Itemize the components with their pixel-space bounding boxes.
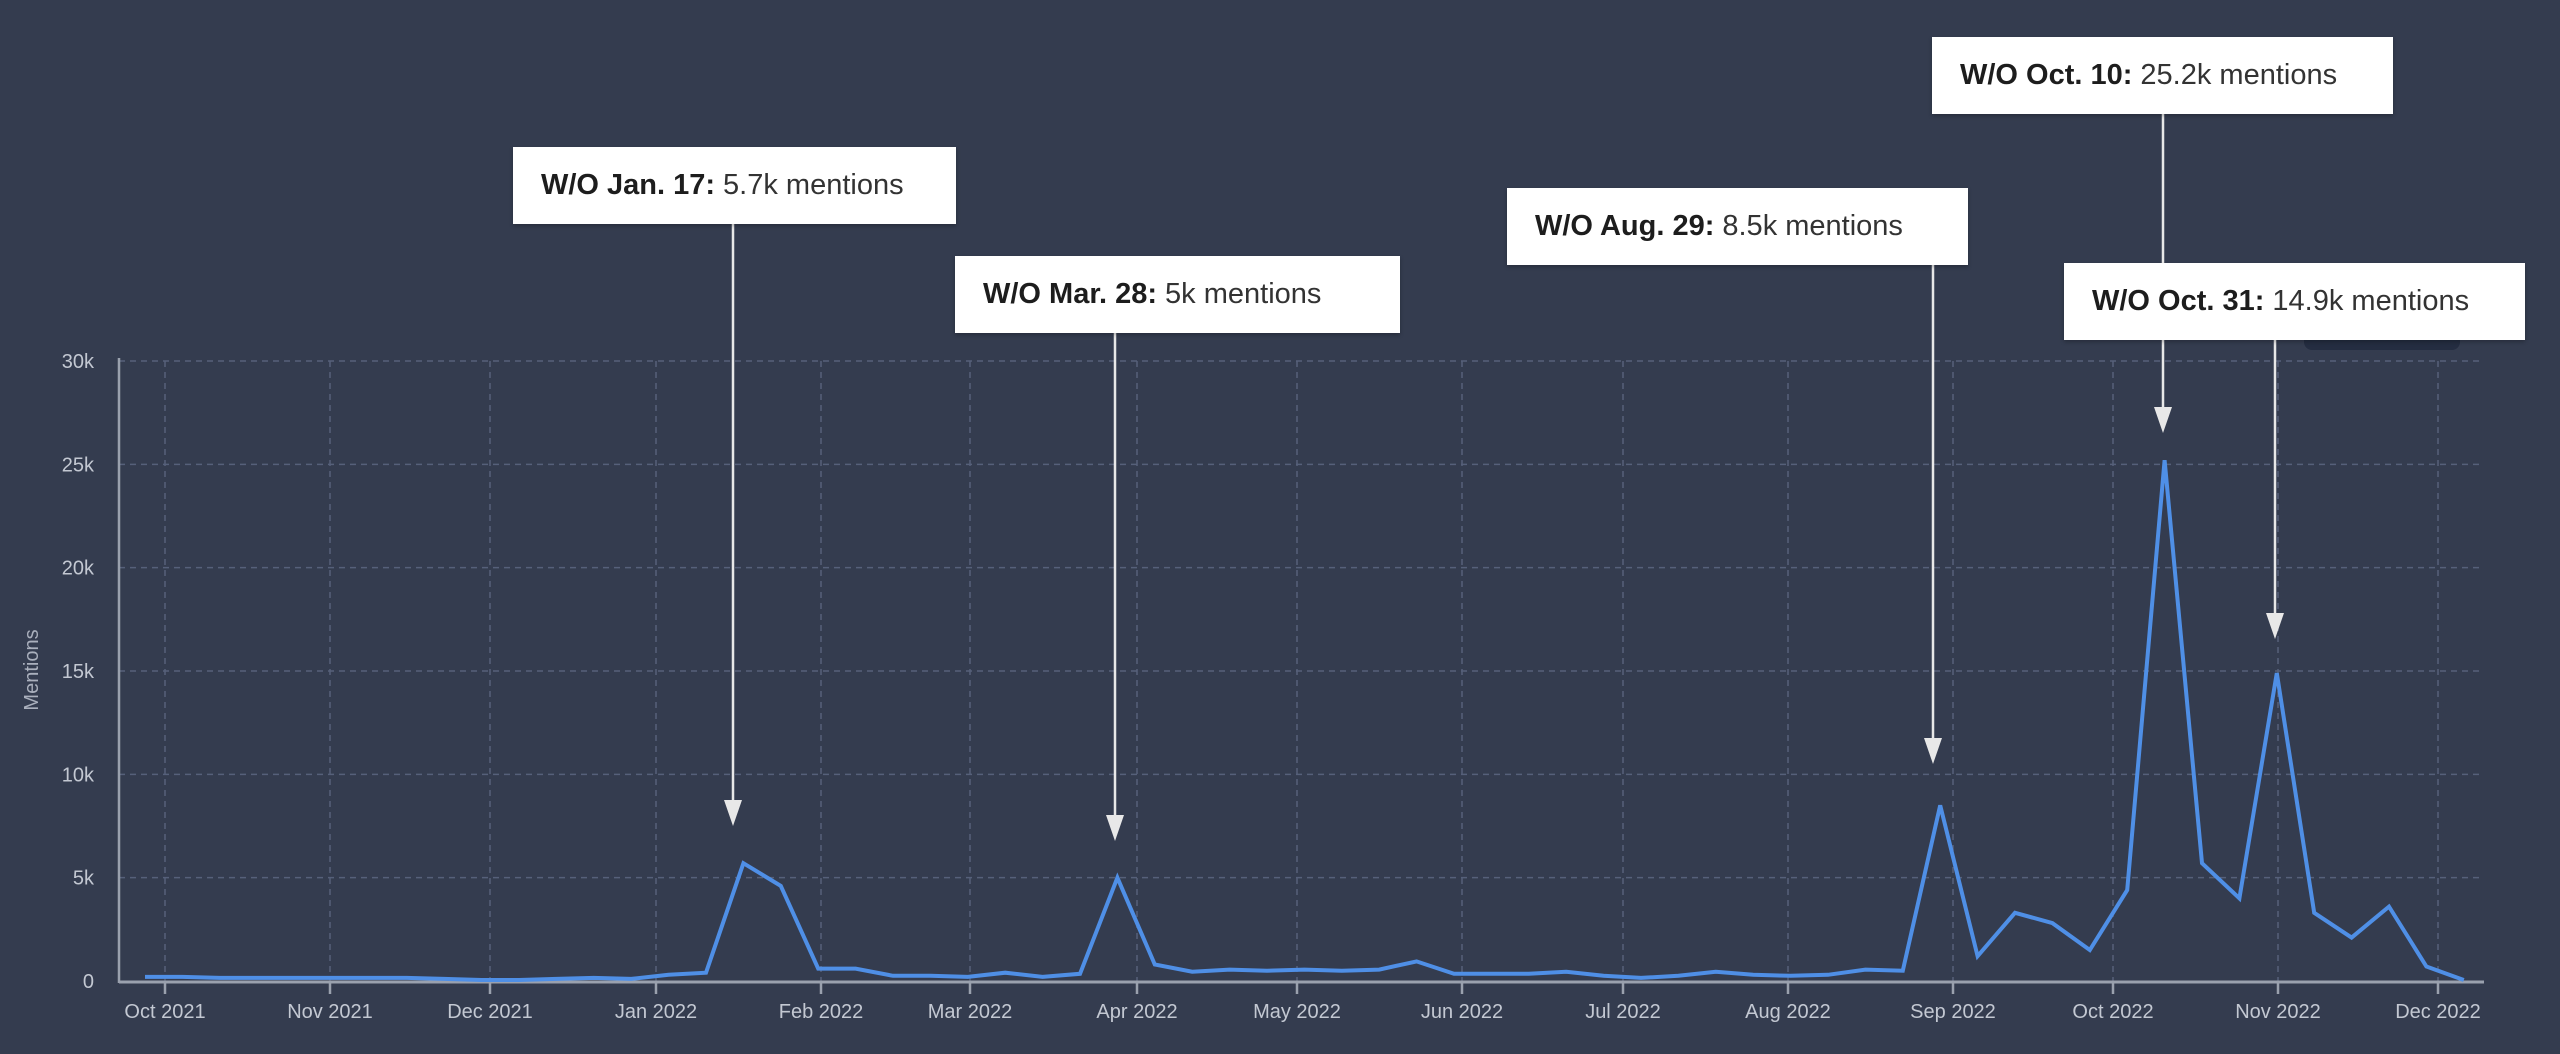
x-tick-label: Sep 2022 (1910, 1001, 1996, 1023)
arrowhead-icon (2154, 407, 2172, 433)
y-tick-label: 0 (83, 971, 94, 993)
annotation-oct-31: W/O Oct. 31: 14.9k mentions (2064, 263, 2525, 340)
annotation-aug-29: W/O Aug. 29: 8.5k mentions (1507, 188, 1968, 265)
annotation-mar-28: W/O Mar. 28: 5k mentions (955, 256, 1400, 333)
x-tick-label: Nov 2022 (2235, 1001, 2321, 1023)
annotation-date: W/O Jan. 17: (541, 169, 716, 201)
x-tick-label: Jun 2022 (1421, 1001, 1503, 1023)
x-tick-label: Oct 2021 (124, 1001, 205, 1023)
gridlines (119, 360, 2484, 981)
y-tick-label: 15k (62, 661, 95, 683)
annotation-value: 5k mentions (1165, 278, 1322, 310)
annotation-date: W/O Aug. 29: (1535, 210, 1715, 242)
y-tick-label: 25k (62, 454, 95, 476)
y-tick-label: 20k (62, 558, 95, 580)
x-tick-label: Jan 2022 (615, 1001, 697, 1023)
mentions-line[interactable] (145, 460, 2465, 982)
x-tick-label: Mar 2022 (928, 1001, 1013, 1023)
arrowhead-icon (1106, 815, 1124, 841)
x-tick-label: Dec 2021 (447, 1001, 533, 1023)
annotation-oct-10: W/O Oct. 10: 25.2k mentions (1932, 37, 2393, 114)
annotation-arrows (724, 114, 2284, 841)
x-tick-label: May 2022 (1253, 1001, 1341, 1023)
y-tick-label: 5k (73, 868, 95, 890)
tooltip-shadow (2304, 338, 2460, 350)
annotation-value: 25.2k mentions (2140, 59, 2338, 91)
y-axis-ticks: 0 5k 10k 15k 20k 25k 30k (62, 351, 95, 993)
x-tick-label: Aug 2022 (1745, 1001, 1831, 1023)
annotation-date: W/O Oct. 10: (1960, 59, 2133, 91)
x-tick-label: Feb 2022 (779, 1001, 864, 1023)
annotation-value: 5.7k mentions (723, 169, 904, 201)
arrowhead-icon (724, 800, 742, 826)
x-tick-label: Apr 2022 (1096, 1001, 1177, 1023)
annotation-date: W/O Mar. 28: (983, 278, 1158, 310)
x-tick-label: Nov 2021 (287, 1001, 373, 1023)
x-tick-label: Jul 2022 (1585, 1001, 1661, 1023)
y-axis-title: Mentions (21, 629, 43, 710)
y-tick-label: 30k (62, 351, 95, 373)
x-axis-ticks: Oct 2021 Nov 2021 Dec 2021 Jan 2022 Feb 2022… (124, 982, 2481, 1023)
annotation-value: 14.9k mentions (2272, 285, 2470, 317)
x-tick-label: Oct 2022 (2072, 1001, 2153, 1023)
arrowhead-icon (1924, 738, 1942, 764)
y-tick-label: 10k (62, 764, 95, 786)
annotation-value: 8.5k mentions (1722, 210, 1903, 242)
x-tick-label: Dec 2022 (2395, 1001, 2481, 1023)
annotation-date: W/O Oct. 31: (2092, 285, 2265, 317)
arrowhead-icon (2266, 613, 2284, 639)
annotation-jan-17: W/O Jan. 17: 5.7k mentions (513, 147, 956, 224)
